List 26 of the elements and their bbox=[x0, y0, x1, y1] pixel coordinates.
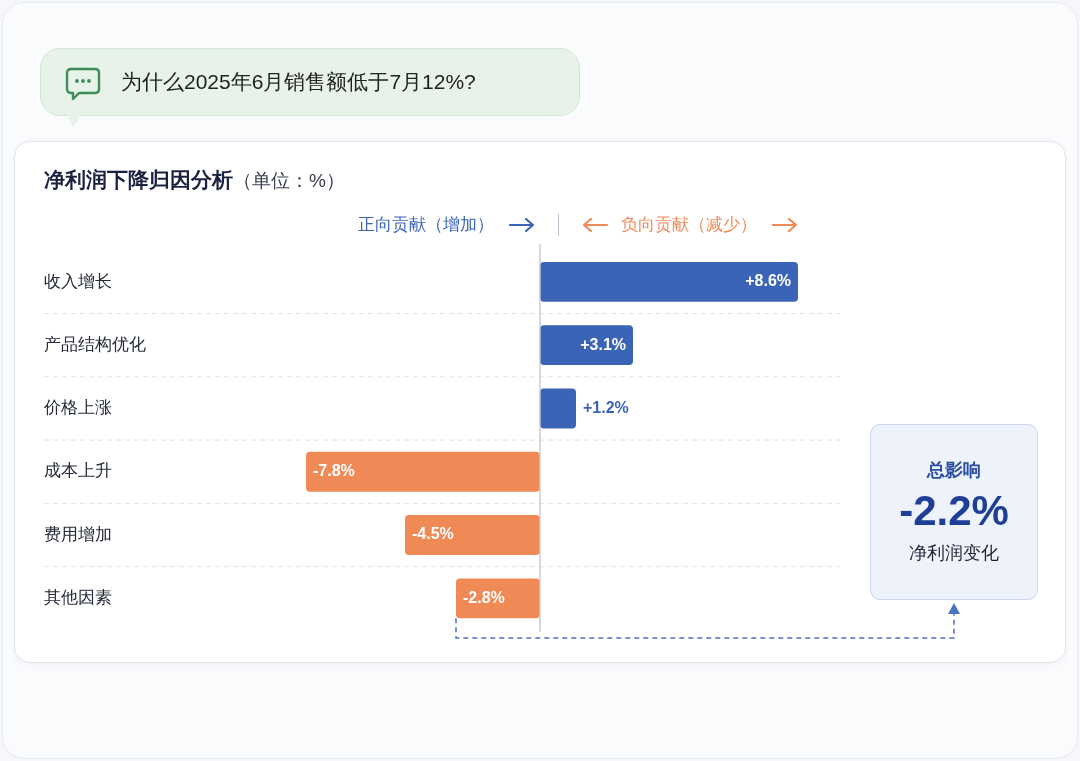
y-tick-label: 费用增加 bbox=[44, 524, 112, 544]
chart-title: 净利润下降归因分析 bbox=[44, 167, 233, 193]
data-label: +1.2% bbox=[583, 398, 629, 416]
data-label: -2.8% bbox=[463, 588, 505, 606]
text: 总影响 bbox=[927, 459, 981, 482]
text: -2.2% bbox=[899, 486, 1009, 536]
y-tick-label: 价格上涨 bbox=[43, 398, 112, 418]
y-tick-label: 其他因素 bbox=[44, 588, 112, 608]
y-tick-label: 产品结构优化 bbox=[44, 334, 146, 354]
legend-label: 正向贡献（增加） bbox=[358, 214, 494, 235]
bar bbox=[540, 261, 798, 302]
data-label: -7.8% bbox=[313, 462, 355, 480]
data-label: +3.1% bbox=[580, 335, 626, 353]
data-label: -4.5% bbox=[412, 525, 454, 543]
bar bbox=[540, 325, 633, 366]
bar bbox=[306, 451, 540, 492]
bar bbox=[405, 515, 540, 555]
data-label: +8.6% bbox=[745, 272, 791, 290]
y-tick-label: 收入增长 bbox=[44, 271, 112, 291]
text: 为什么2025年6月销售额低于7月12%? bbox=[121, 69, 476, 95]
chart-subtitle: （单位：%） bbox=[233, 169, 345, 193]
text: 净利润变化 bbox=[909, 542, 999, 565]
bar bbox=[540, 388, 576, 429]
bar bbox=[456, 578, 540, 619]
y-tick-label: 成本上升 bbox=[44, 461, 112, 481]
legend-label: 负向贡献（减少） bbox=[621, 214, 757, 235]
